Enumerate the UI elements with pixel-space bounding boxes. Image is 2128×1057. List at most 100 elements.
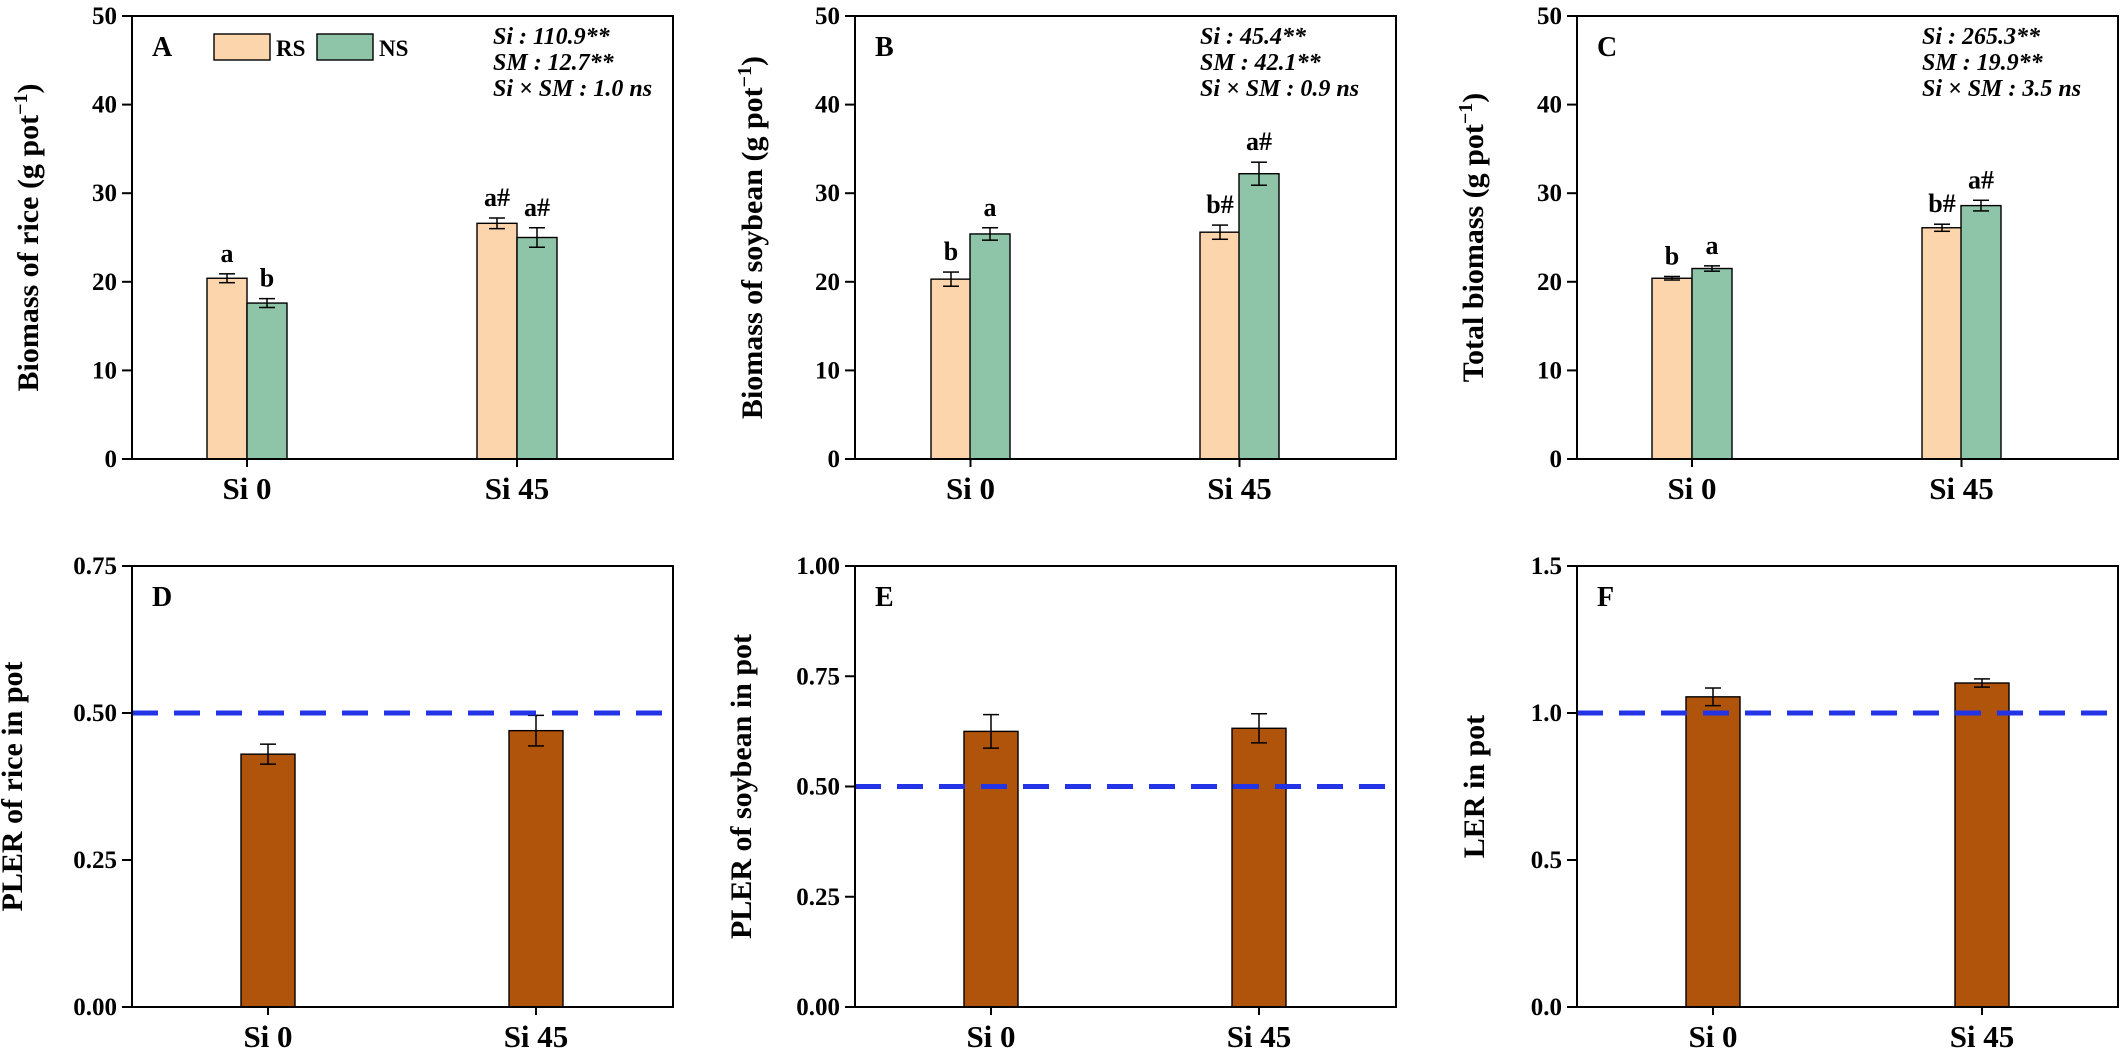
- bar: [1231, 727, 1287, 1008]
- significance-letter: a: [984, 193, 997, 222]
- y-axis-label-end: ): [12, 83, 45, 93]
- x-tick-label: Si 0: [1688, 1019, 1737, 1052]
- y-tick-label: 40: [92, 92, 117, 119]
- x-tick-label: Si 45: [504, 1019, 569, 1052]
- bar: [1199, 231, 1241, 460]
- y-tick-label: 0: [828, 446, 841, 473]
- y-axis-label: Biomass of soybean (g pot−1): [734, 56, 769, 419]
- y-tick-label: 0.50: [796, 774, 840, 801]
- significance-letter: b: [1665, 241, 1679, 270]
- y-axis-label-main: LER in pot: [1458, 715, 1491, 858]
- stats-annotation: Si × SM : 1.0 ns: [493, 76, 652, 102]
- legend-label: NS: [379, 36, 408, 61]
- y-axis-label: PLER of rice in pot: [0, 662, 29, 912]
- legend-label: RS: [276, 36, 305, 61]
- legend-swatch: [316, 33, 374, 61]
- y-tick-label: 0.00: [796, 994, 840, 1021]
- significance-letter: a: [1706, 231, 1719, 260]
- bar: [1954, 682, 2010, 1008]
- bar: [930, 278, 972, 460]
- bar: [1921, 227, 1963, 460]
- stats-annotation: Si × SM : 3.5 ns: [1922, 76, 2081, 102]
- bar: [240, 753, 296, 1008]
- bar: [1691, 267, 1733, 460]
- y-tick-label: 0.75: [796, 663, 840, 690]
- panel-letter: F: [1597, 582, 1614, 613]
- y-tick-label: 10: [815, 357, 840, 384]
- x-tick-label: Si 0: [1667, 471, 1716, 506]
- y-tick-label: 0: [1550, 446, 1563, 473]
- x-tick-label: Si 0: [243, 1019, 292, 1052]
- significance-letter: a#: [484, 183, 510, 212]
- y-tick-label: 30: [92, 180, 117, 207]
- y-tick-label: 50: [815, 3, 840, 30]
- y-axis-label-superscript: −1: [10, 93, 32, 114]
- stats-annotation: SM : 42.1**: [1200, 50, 1322, 76]
- y-tick-label: 50: [92, 3, 117, 30]
- stats-annotation: Si : 110.9**: [493, 24, 611, 50]
- y-tick-label: 10: [1537, 357, 1562, 384]
- significance-letter: b#: [1928, 189, 1955, 218]
- y-tick-label: 20: [92, 269, 117, 296]
- bar: [969, 233, 1011, 460]
- x-tick-label: Si 45: [1227, 1019, 1292, 1052]
- y-tick-label: 30: [815, 180, 840, 207]
- y-tick-label: 0.25: [796, 884, 840, 911]
- stats-annotation: Si × SM : 0.9 ns: [1200, 76, 1359, 102]
- y-tick-label: 0.5: [1531, 847, 1562, 874]
- y-axis-label-superscript: −1: [734, 66, 756, 87]
- y-axis-label: LER in pot: [1458, 715, 1491, 858]
- stats-annotation: Si : 45.4**: [1200, 24, 1307, 50]
- significance-letter: b#: [1206, 190, 1233, 219]
- bar: [1960, 204, 2002, 460]
- y-axis-label: Total biomass (g pot−1): [1455, 93, 1490, 383]
- significance-letter: a: [221, 239, 234, 268]
- y-tick-label: 20: [1537, 269, 1562, 296]
- axes-frame: [854, 15, 1397, 460]
- y-tick-label: 0.75: [73, 553, 117, 580]
- y-tick-label: 0.25: [73, 847, 117, 874]
- y-axis-label: PLER of soybean in pot: [725, 634, 758, 939]
- y-tick-label: 0.00: [73, 994, 117, 1021]
- y-axis-label-main: PLER of soybean in pot: [725, 634, 758, 939]
- x-tick-label: Si 0: [946, 471, 995, 506]
- y-axis-label-superscript: −1: [1455, 103, 1477, 124]
- bar: [963, 730, 1019, 1008]
- panel-letter: B: [875, 32, 894, 63]
- x-tick-label: Si 45: [1950, 1019, 2015, 1052]
- bar: [508, 729, 564, 1008]
- axes-frame: [131, 565, 674, 1008]
- significance-letter: b: [944, 237, 958, 266]
- stats-annotation: Si : 265.3**: [1922, 24, 2041, 50]
- panel-letter: E: [875, 582, 894, 613]
- bar: [246, 302, 288, 460]
- panel-e: 0.00 0.25 0.50 0.75 1.00 Si 0 Si 45 PLER of soy…: [725, 553, 1397, 1054]
- y-tick-label: 30: [1537, 180, 1562, 207]
- y-tick-label: 40: [815, 92, 840, 119]
- y-tick-label: 40: [1537, 92, 1562, 119]
- bar: [1685, 696, 1741, 1008]
- y-axis-label-main: Biomass of rice (g pot: [12, 115, 45, 392]
- panel-c: b b# a a# 0 10 20 30 40 50 Si 0 Si 45 Total biomass …: [1455, 3, 2119, 506]
- x-tick-label: Si 0: [966, 1019, 1015, 1052]
- bar: [1651, 277, 1693, 460]
- significance-letter: a#: [1968, 165, 1994, 194]
- axes-frame: [1576, 15, 2119, 460]
- x-tick-label: Si 0: [222, 471, 271, 506]
- panel-a: a a# b a# 0 10 20 30 40 50 Si 0 Si 45 Biomass of ric…: [10, 3, 674, 506]
- axes-frame: [131, 15, 674, 460]
- axes-frame: [1576, 565, 2119, 1008]
- y-tick-label: 10: [92, 357, 117, 384]
- legend-swatch: [213, 33, 271, 61]
- panel-b: b b# a a# 0 10 20 30 40 50 Si 0 Si 45 Biomass of soy…: [734, 3, 1397, 506]
- y-axis-label-main: PLER of rice in pot: [0, 662, 29, 912]
- y-axis-label-end: ): [736, 56, 769, 66]
- stats-annotation: SM : 12.7**: [493, 50, 615, 76]
- y-tick-label: 1.0: [1531, 700, 1562, 727]
- bar: [516, 236, 558, 460]
- x-tick-label: Si 45: [1929, 471, 1994, 506]
- y-axis-label: Biomass of rice (g pot−1): [10, 83, 45, 391]
- y-tick-label: 1.5: [1531, 553, 1562, 580]
